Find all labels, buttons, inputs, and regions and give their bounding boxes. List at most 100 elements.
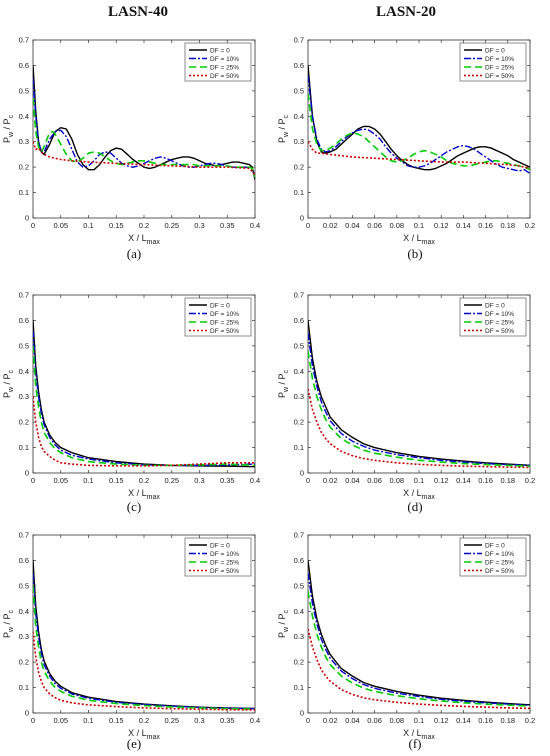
legend-label: DF = 25% bbox=[210, 559, 239, 566]
x-tick-label: 0.1 bbox=[83, 716, 93, 725]
x-tick-label: 0.1 bbox=[414, 476, 424, 485]
x-tick-label: 0.06 bbox=[367, 716, 382, 725]
x-axis-label: X / Lmax bbox=[128, 488, 160, 501]
y-tick-label: 0.6 bbox=[19, 316, 29, 325]
x-tick-label: 0.15 bbox=[109, 716, 124, 725]
series-line-df0 bbox=[308, 560, 530, 706]
x-axis-label: X / Lmax bbox=[403, 728, 435, 741]
x-tick-label: 0.3 bbox=[194, 476, 204, 485]
legend-label: DF = 25% bbox=[485, 319, 514, 326]
y-axis-label: Pw / Pc bbox=[2, 114, 15, 143]
y-tick-label: 0.5 bbox=[294, 86, 304, 95]
legend-label: DF = 50% bbox=[210, 73, 239, 80]
y-tick-label: 0.2 bbox=[19, 658, 29, 667]
y-tick-label: 0.1 bbox=[19, 188, 29, 197]
x-tick-label: 0.04 bbox=[345, 716, 360, 725]
y-axis-label: Pw / Pc bbox=[277, 369, 290, 398]
series-line-df0 bbox=[308, 320, 530, 467]
y-tick-label: 0.3 bbox=[294, 632, 304, 641]
x-tick-label: 0.06 bbox=[367, 476, 382, 485]
x-tick-label: 0.16 bbox=[478, 716, 493, 725]
y-tick-label: 0.1 bbox=[19, 443, 29, 452]
x-tick-label: 0.08 bbox=[389, 716, 404, 725]
x-tick-label: 0 bbox=[31, 221, 35, 230]
y-tick-label: 0 bbox=[300, 469, 304, 478]
y-tick-label: 0.7 bbox=[19, 531, 29, 540]
x-axis-label: X / Lmax bbox=[403, 233, 435, 246]
x-tick-label: 0 bbox=[306, 221, 310, 230]
y-tick-label: 0.1 bbox=[19, 683, 29, 692]
x-tick-label: 0.15 bbox=[109, 476, 124, 485]
chart-d: 0 0.02 0.04 0.06 0.08 0.1 0.12 0.14 0.16 0.18 0.2 0… bbox=[277, 291, 535, 502]
y-tick-label: 0.2 bbox=[294, 658, 304, 667]
legend-label: DF = 25% bbox=[210, 319, 239, 326]
legend-label: DF = 10% bbox=[485, 551, 514, 558]
y-tick-label: 0 bbox=[25, 214, 29, 223]
series-line-df25 bbox=[33, 98, 255, 178]
series-line-df50 bbox=[33, 631, 255, 711]
y-tick-label: 0.4 bbox=[294, 367, 304, 376]
x-tick-label: 0.35 bbox=[220, 716, 235, 725]
legend-label: DF = 0 bbox=[485, 542, 505, 549]
x-tick-label: 0.08 bbox=[389, 476, 404, 485]
x-tick-label: 0.35 bbox=[220, 476, 235, 485]
legend-label: DF = 50% bbox=[485, 328, 514, 335]
x-tick-label: 0.25 bbox=[164, 716, 179, 725]
x-tick-label: 0.18 bbox=[500, 716, 515, 725]
caption-d: (d) bbox=[407, 499, 423, 514]
legend-label: DF = 10% bbox=[485, 311, 514, 318]
x-tick-label: 0.4 bbox=[250, 716, 260, 725]
legend-label: DF = 50% bbox=[485, 568, 514, 575]
y-tick-label: 0.1 bbox=[294, 188, 304, 197]
y-tick-label: 0.4 bbox=[294, 607, 304, 616]
x-tick-label: 0.25 bbox=[164, 476, 179, 485]
x-tick-label: 0.14 bbox=[456, 221, 471, 230]
x-tick-label: 0.06 bbox=[367, 221, 382, 230]
column-title-lasn-40: LASN-40 bbox=[107, 4, 168, 20]
chart-b: 0 0.02 0.04 0.06 0.08 0.1 0.12 0.14 0.16 0.18 0.2 0… bbox=[277, 36, 535, 247]
legend-label: DF = 50% bbox=[210, 328, 239, 335]
caption-a: (a) bbox=[126, 246, 142, 261]
x-tick-label: 0.18 bbox=[500, 221, 515, 230]
y-tick-label: 0.7 bbox=[294, 291, 304, 300]
y-tick-label: 0.5 bbox=[19, 86, 29, 95]
x-tick-label: 0.2 bbox=[139, 476, 149, 485]
series-line-df50 bbox=[33, 141, 255, 176]
y-tick-label: 0.3 bbox=[19, 392, 29, 401]
legend-label: DF = 10% bbox=[210, 56, 239, 63]
x-tick-label: 0.35 bbox=[220, 221, 235, 230]
legend-label: DF = 0 bbox=[210, 542, 230, 549]
x-tick-label: 0 bbox=[31, 476, 35, 485]
x-tick-label: 0.2 bbox=[139, 221, 149, 230]
series-line-df25 bbox=[33, 345, 255, 467]
y-tick-label: 0.5 bbox=[294, 581, 304, 590]
y-tick-label: 0 bbox=[300, 214, 304, 223]
series-line-df25 bbox=[33, 585, 255, 710]
x-tick-label: 0.1 bbox=[414, 221, 424, 230]
caption-b: (b) bbox=[407, 246, 423, 261]
x-tick-label: 0 bbox=[306, 476, 310, 485]
chart-a: 0 0.05 0.1 0.15 0.2 0.25 0.3 0.35 0.4 0 0.1 0.2 0.3 0… bbox=[2, 36, 260, 247]
y-tick-label: 0.4 bbox=[19, 607, 29, 616]
column-title-lasn-20: LASN-20 bbox=[375, 4, 436, 20]
y-tick-label: 0.2 bbox=[294, 418, 304, 427]
series-line-df50 bbox=[308, 141, 530, 170]
chart-f: 0 0.02 0.04 0.06 0.08 0.1 0.12 0.14 0.16 0.18 0.2 0… bbox=[277, 531, 535, 742]
x-tick-label: 0.2 bbox=[525, 221, 535, 230]
x-tick-label: 0.1 bbox=[414, 716, 424, 725]
legend-label: DF = 25% bbox=[485, 64, 514, 71]
y-tick-label: 0.7 bbox=[294, 531, 304, 540]
x-tick-label: 0.02 bbox=[323, 476, 338, 485]
y-tick-label: 0.2 bbox=[19, 163, 29, 172]
y-tick-label: 0.1 bbox=[294, 443, 304, 452]
series-line-df10 bbox=[308, 573, 530, 707]
y-axis-label: Pw / Pc bbox=[277, 114, 290, 143]
series-line-df10 bbox=[308, 333, 530, 467]
legend-label: DF = 0 bbox=[485, 47, 505, 54]
y-tick-label: 0.6 bbox=[294, 316, 304, 325]
legend-label: DF = 10% bbox=[210, 551, 239, 558]
x-tick-label: 0.4 bbox=[250, 221, 260, 230]
y-tick-label: 0.1 bbox=[294, 683, 304, 692]
x-tick-label: 0.05 bbox=[53, 221, 68, 230]
